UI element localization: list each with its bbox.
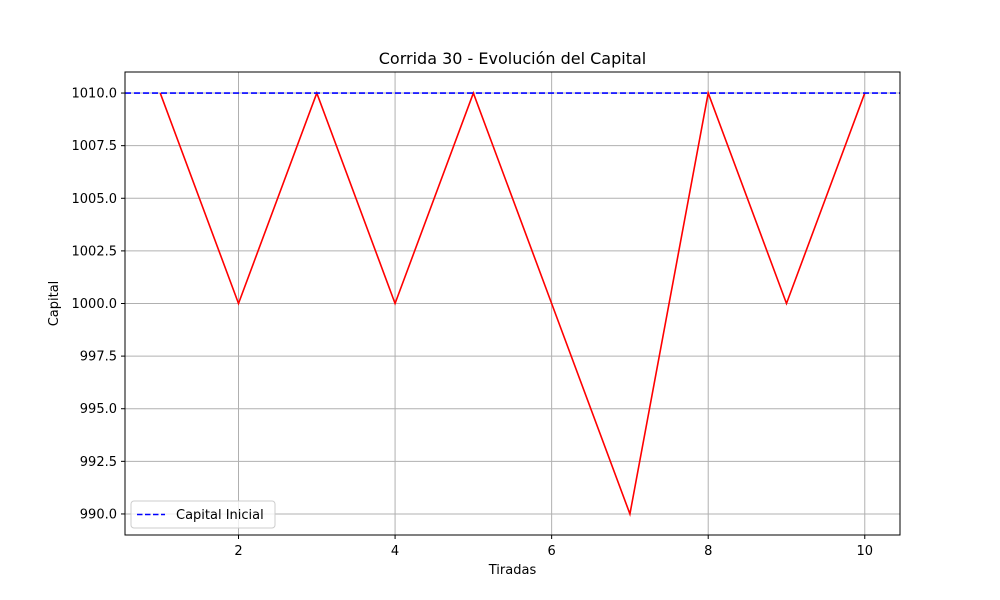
x-axis-label: Tiradas [488,563,537,578]
x-tick-label: 8 [704,544,712,559]
y-tick-label: 1002.5 [72,244,118,259]
y-tick-label: 995.0 [80,402,117,417]
legend: Capital Inicial [130,500,276,529]
y-tick-label: 1000.0 [72,297,118,312]
axis-ticks: 2 4 6 8 10 990.0 992.5 995.0 997.5 1000.0 1002.5 10… [72,87,874,559]
y-tick-label: 990.0 [80,507,117,522]
capital-series-line [159,90,866,517]
y-tick-label: 997.5 [80,350,117,365]
x-tick-label: 2 [234,544,242,559]
plot-data [125,90,900,517]
y-tick-label: 992.5 [80,455,117,470]
legend-box [130,500,276,529]
x-tick-label: 10 [856,544,873,559]
y-tick-label: 1007.5 [72,139,118,154]
x-tick-label: 4 [391,544,399,559]
y-tick-label: 1010.0 [72,87,118,102]
chart-title: Corrida 30 - Evolución del Capital [379,49,646,68]
y-axis-label: Capital [47,281,62,327]
legend-entry-capital-inicial: Capital Inicial [176,508,264,523]
y-tick-label: 1005.0 [72,192,118,207]
x-tick-label: 6 [548,544,556,559]
